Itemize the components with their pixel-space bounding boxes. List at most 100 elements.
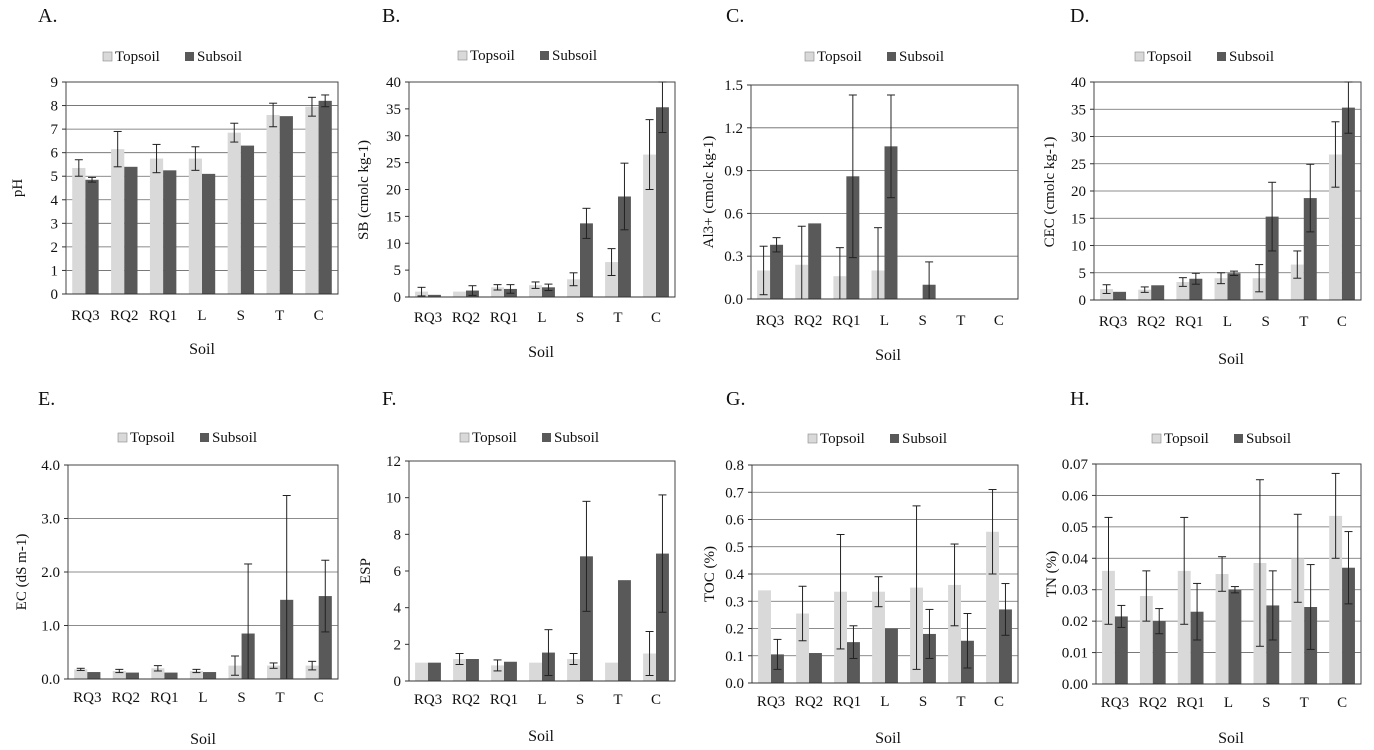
y-tick-label: 20	[386, 183, 401, 199]
x-axis-label: Soil	[1218, 351, 1244, 368]
x-tick-label: C	[994, 694, 1004, 710]
y-tick-label: 2	[394, 637, 402, 653]
chart-panel-c: C. Topsoil Subsoil 0.0 0.3 0.6 0.9 1.2 1.5 RQ3 RQ2…	[701, 5, 1019, 364]
legend-label-subsoil: Subsoil	[552, 48, 597, 64]
y-tick-label: 15	[386, 209, 401, 225]
bar-subsoil-l	[1227, 273, 1241, 300]
x-tick-label: T	[613, 692, 622, 708]
legend-label-topsoil: Topsoil	[115, 49, 160, 65]
legend-swatch-subsoil	[200, 433, 209, 442]
y-tick-label: 25	[1071, 157, 1086, 173]
legend: Topsoil Subsoil	[804, 49, 944, 65]
plot-area	[408, 81, 676, 298]
x-axis-label: Soil	[528, 344, 554, 361]
bar-subsoil-rq2	[124, 166, 138, 294]
x-tick-label: S	[918, 313, 926, 329]
panel-letter: F.	[382, 388, 397, 410]
bar-subsoil-c	[318, 596, 332, 679]
y-tick-label: 5	[51, 169, 59, 185]
x-tick-label: RQ3	[414, 310, 442, 326]
y-axis-label: TOC (%)	[702, 546, 718, 602]
x-tick-label: C	[314, 690, 324, 706]
y-axis-label: Al3+ (cmolc kg-1)	[701, 136, 717, 249]
x-tick-label: T	[276, 690, 285, 706]
bar-subsoil-s	[580, 556, 593, 681]
bar-topsoil-l	[529, 285, 542, 297]
x-tick-label: RQ2	[452, 692, 480, 708]
bar-subsoil-c	[656, 107, 669, 297]
panel-letter: B.	[382, 5, 400, 27]
y-tick-label: 0.8	[725, 458, 744, 474]
y-tick-label: 0.00	[1062, 677, 1088, 693]
y-tick-label: 0.6	[724, 206, 743, 222]
bar-topsoil-c	[986, 531, 999, 683]
x-tick-label: RQ2	[452, 310, 480, 326]
x-axis-label: Soil	[875, 347, 901, 364]
y-tick-label: 0.2	[725, 622, 744, 638]
y-tick-label: 0.04	[1062, 551, 1089, 567]
legend-label-topsoil: Topsoil	[1164, 431, 1209, 447]
y-tick-label: 3.0	[41, 512, 60, 528]
legend: Topsoil Subsoil	[102, 49, 242, 65]
legend-label-subsoil: Subsoil	[554, 430, 599, 446]
bar-subsoil-l	[1228, 589, 1242, 684]
bar-subsoil-rq2	[466, 659, 479, 681]
bar-topsoil-rq2	[453, 291, 466, 297]
y-tick-label: 4.0	[41, 458, 60, 474]
legend-swatch-topsoil	[1151, 433, 1162, 444]
x-axis-label: Soil	[1218, 730, 1244, 747]
y-axis-label: ESP	[358, 558, 374, 584]
chart-panel-e: E. Topsoil Subsoil 0.0 1.0 2.0 3.0 4.0 RQ3 RQ2 RQ1…	[14, 388, 339, 748]
bar-subsoil-rq1	[504, 661, 517, 681]
y-tick-label: 0.05	[1062, 520, 1088, 536]
bar-subsoil-s	[1266, 605, 1280, 684]
bar-topsoil-l	[529, 662, 542, 681]
y-tick-label: 4	[394, 601, 402, 617]
y-tick-label: 0.9	[724, 164, 743, 180]
y-tick-label: 0	[394, 674, 402, 690]
y-tick-label: 0.1	[725, 649, 744, 665]
x-tick-label: RQ3	[757, 694, 785, 710]
bar-topsoil-c	[643, 154, 656, 297]
legend-label-topsoil: Topsoil	[470, 48, 515, 64]
y-tick-label: 25	[386, 156, 401, 172]
bar-subsoil-l	[202, 173, 216, 294]
bar-subsoil-rq3	[428, 662, 441, 681]
bar-topsoil-rq3	[415, 662, 428, 681]
x-tick-label: RQ1	[490, 692, 518, 708]
bar-topsoil-rq1	[151, 668, 165, 679]
bar-subsoil-rq2	[125, 672, 139, 679]
x-tick-label: S	[1261, 314, 1269, 330]
x-tick-label: S	[237, 690, 245, 706]
x-tick-label: RQ1	[149, 308, 177, 324]
bar-subsoil-rq1	[164, 672, 178, 679]
bar-topsoil-rq1	[149, 158, 164, 294]
bar-topsoil-l	[1215, 574, 1229, 684]
bar-topsoil-c	[1328, 154, 1342, 300]
bar-subsoil-rq1	[847, 642, 860, 683]
x-tick-label: RQ3	[1101, 695, 1129, 711]
y-tick-label: 3	[51, 216, 59, 232]
panel-letter: H.	[1070, 388, 1089, 410]
bar-subsoil-t	[618, 580, 631, 681]
y-tick-label: 30	[1071, 130, 1086, 146]
bar-subsoil-c	[1342, 567, 1355, 684]
y-tick-label: 0	[1079, 293, 1087, 309]
x-tick-label: RQ3	[414, 692, 442, 708]
y-axis-label: CEC (cmolc kg-1)	[1042, 137, 1058, 248]
x-tick-label: C	[1337, 314, 1347, 330]
bar-topsoil-t	[1291, 558, 1305, 684]
x-tick-label: RQ2	[795, 694, 823, 710]
legend-label-subsoil: Subsoil	[899, 49, 944, 65]
x-tick-label: RQ2	[112, 690, 140, 706]
x-tick-label: C	[651, 310, 661, 326]
legend-swatch-topsoil	[102, 51, 113, 62]
chart-panel-f: F. Topsoil Subsoil 0 2 4 6 8 10 12 RQ3 RQ2 RQ1 L S T C So…	[358, 388, 676, 745]
y-tick-label: 0.03	[1062, 583, 1088, 599]
bar-topsoil-rq3	[758, 590, 771, 683]
bar-topsoil-c	[305, 665, 319, 679]
y-tick-label: 0	[394, 290, 402, 306]
legend-swatch-subsoil	[185, 52, 194, 61]
bar-topsoil-t	[605, 662, 618, 681]
